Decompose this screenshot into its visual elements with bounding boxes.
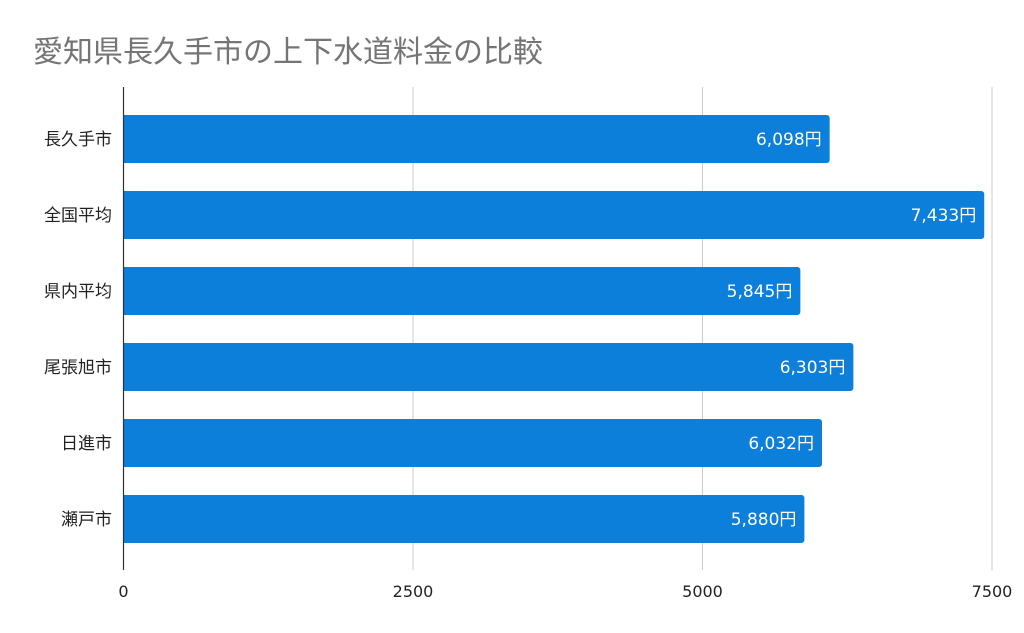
x-tick-label: 2500 — [393, 582, 434, 601]
x-tick-label: 0 — [118, 582, 128, 601]
category-label: 瀬戸市 — [61, 510, 112, 530]
data-label: 5,845円 — [727, 282, 793, 302]
data-label: 7,433円 — [911, 206, 977, 226]
bar — [123, 267, 801, 315]
category-label: 県内平均 — [44, 282, 112, 302]
data-label: 6,303円 — [780, 358, 846, 378]
bar — [123, 115, 830, 163]
x-tick-label: 5000 — [682, 582, 723, 601]
bars: 6,098円 7,433円 5,845円 6,303円 6,032円 5,880円 — [123, 115, 985, 543]
x-tick-label: 7500 — [972, 582, 1013, 601]
data-label: 6,032円 — [748, 434, 814, 454]
x-tick-labels: 0 2500 5000 7500 — [118, 582, 1012, 601]
data-label: 5,880円 — [731, 510, 797, 530]
category-label: 尾張旭市 — [44, 358, 112, 378]
chart-title: 愛知県長久手市の上下水道料金の比較 — [33, 35, 543, 70]
bar — [123, 191, 985, 239]
gridlines — [412, 87, 993, 570]
bar — [123, 419, 823, 467]
bar — [123, 343, 854, 391]
data-label: 6,098円 — [756, 130, 822, 150]
bar — [123, 495, 805, 543]
category-label: 日進市 — [61, 434, 112, 454]
category-label: 長久手市 — [44, 130, 112, 150]
category-label: 全国平均 — [44, 206, 112, 226]
